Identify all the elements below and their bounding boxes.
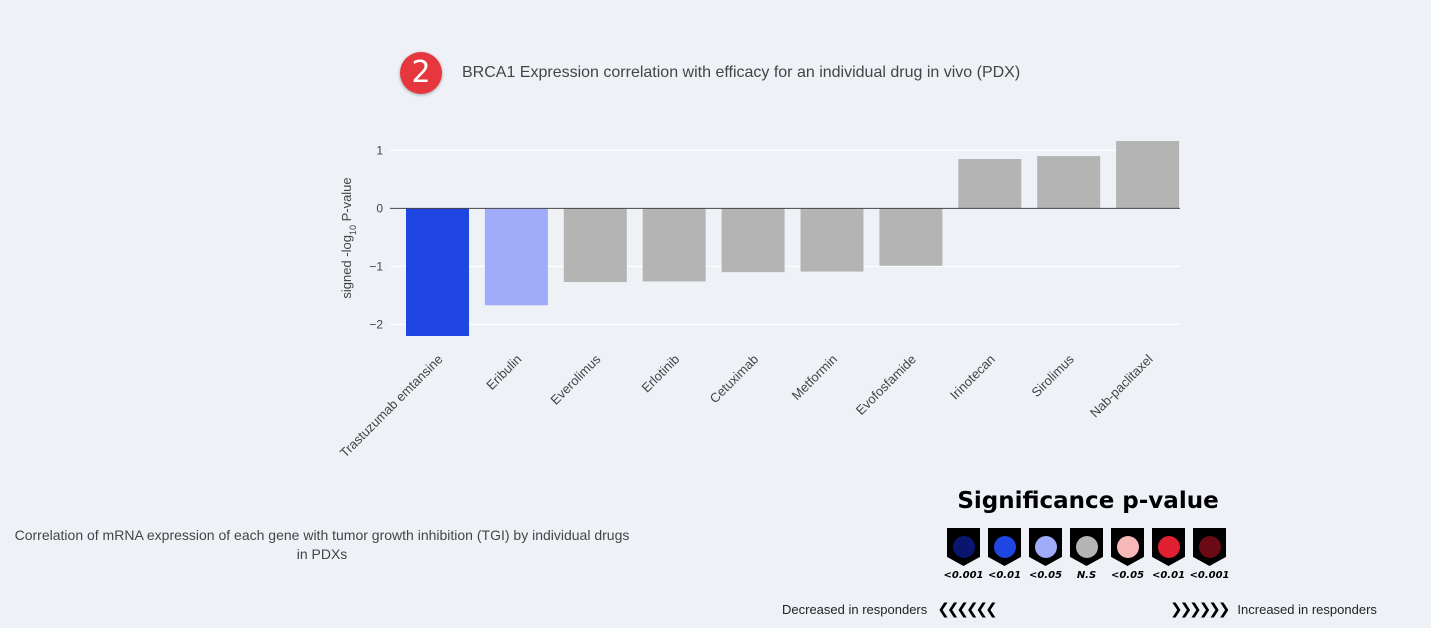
bar: [1037, 156, 1101, 209]
bar: [879, 208, 943, 266]
decreased-label: Decreased in responders: [782, 601, 928, 617]
bar: [563, 208, 627, 283]
legend-item: <0.001: [944, 528, 984, 581]
x-tick-label: Irinotecan: [947, 352, 998, 403]
shield-icon: [1111, 528, 1144, 566]
chart-caption: Correlation of mRNA expression of each g…: [14, 527, 630, 562]
y-tick-label: −1: [369, 259, 383, 273]
dot-icon: [1198, 536, 1221, 558]
legend-label: <0.01: [1151, 570, 1186, 581]
dot-icon: [1075, 536, 1098, 558]
bars: [406, 141, 1180, 336]
significance-legend: <0.001 <0.01 <0.05 N.S <0.05 <0.01 <0.00…: [944, 528, 1230, 581]
legend-label: <0.01: [987, 570, 1022, 581]
x-tick-label: Erlotinib: [639, 352, 683, 396]
decreased-in-responders: Decreased in responders ❮❮❮❮❮❮: [782, 600, 998, 618]
legend-item: N.S: [1070, 528, 1103, 581]
bar: [958, 158, 1022, 209]
x-tick-labels: Trastuzumab emtansine Eribulin Everolimus E…: [337, 351, 1156, 460]
bar: [1116, 141, 1180, 209]
legend-label: <0.001: [1189, 570, 1230, 581]
increased-in-responders: ❯❯❯❯❯❯ Increased in responders: [1170, 600, 1377, 618]
bar: [642, 208, 706, 282]
x-tick-label: Eribulin: [483, 352, 524, 393]
x-tick-label: Nab-paclitaxel: [1087, 351, 1156, 420]
shield-icon: [1029, 528, 1062, 566]
shield-icon: [1152, 528, 1185, 566]
increased-label: Increased in responders: [1237, 601, 1377, 617]
x-tick-label: Cetuximab: [707, 352, 762, 407]
y-axis-label: signed -log10 P-value: [339, 177, 358, 298]
bar: [484, 208, 548, 306]
shield-icon: [988, 528, 1021, 566]
x-tick-label: Sirolimus: [1028, 351, 1077, 400]
chevron-left-icon: ❮❮❮❮❮❮: [937, 600, 997, 618]
shield-icon: [1193, 528, 1226, 566]
bar: [800, 208, 864, 272]
dot-icon: [952, 536, 975, 558]
x-tick-label: Metformin: [789, 352, 840, 403]
legend-item: <0.05: [1111, 528, 1144, 581]
legend-label: <0.05: [1028, 570, 1063, 581]
legend-item: <0.05: [1029, 528, 1062, 581]
shield-icon: [947, 528, 980, 566]
y-tick-label: 1: [376, 143, 383, 157]
x-tick-label: Trastuzumab emtansine: [337, 352, 446, 461]
dot-icon: [1116, 536, 1139, 558]
legend-item: <0.01: [1152, 528, 1185, 581]
dot-icon: [1157, 536, 1180, 558]
chart-title: BRCA1 Expression correlation with effica…: [462, 64, 1021, 81]
chevron-right-icon: ❯❯❯❯❯❯: [1170, 600, 1230, 618]
legend-label: <0.05: [1110, 570, 1145, 581]
legend-label: <0.001: [943, 570, 984, 581]
legend-label: N.S: [1076, 570, 1097, 581]
y-tick-label: 0: [376, 201, 383, 215]
bar: [406, 208, 469, 336]
legend-item: <0.01: [988, 528, 1021, 581]
y-tick-labels: 1 0 −1 −2: [369, 143, 383, 331]
step-number-badge: 2: [400, 52, 442, 94]
shield-icon: [1070, 528, 1103, 566]
legend-item: <0.001: [1190, 528, 1230, 581]
dot-icon: [993, 536, 1016, 558]
x-tick-label: Evofosfamide: [853, 352, 919, 418]
bar: [721, 208, 785, 273]
dot-icon: [1034, 536, 1057, 558]
legend-title: Significance p-value: [957, 488, 1219, 514]
y-tick-label: −2: [369, 317, 383, 331]
x-tick-label: Everolimus: [547, 351, 603, 407]
